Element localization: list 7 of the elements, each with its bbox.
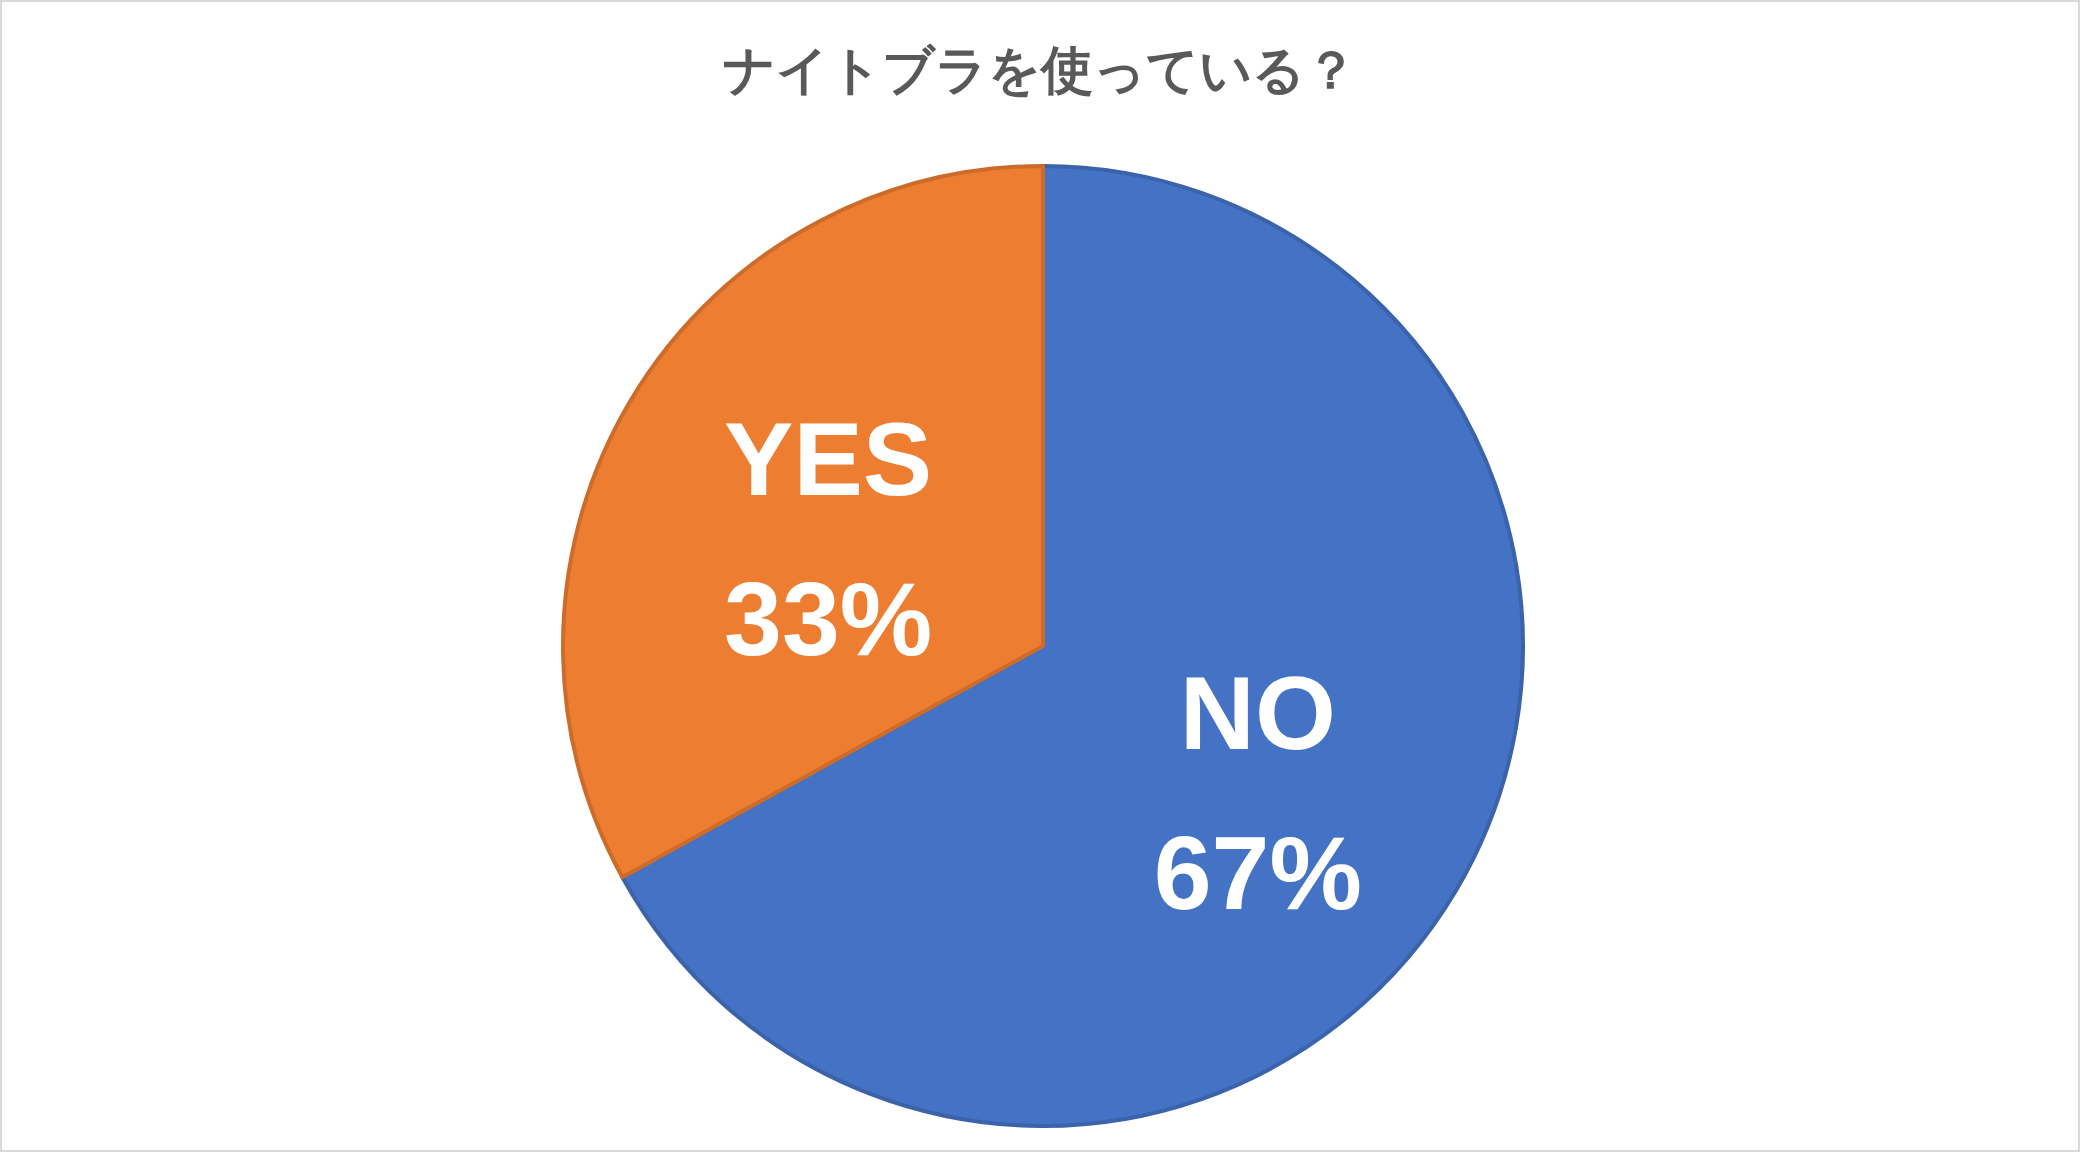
slice-label: NO [1179,655,1336,772]
pie-slice [620,164,1525,1128]
data-label: 67% [1153,815,1362,932]
chart-title: ナイトブラを使っている？ [723,40,1357,100]
slice-label: YES [724,400,933,517]
pie-slice [561,164,1045,880]
data-label: 33% [724,560,933,677]
